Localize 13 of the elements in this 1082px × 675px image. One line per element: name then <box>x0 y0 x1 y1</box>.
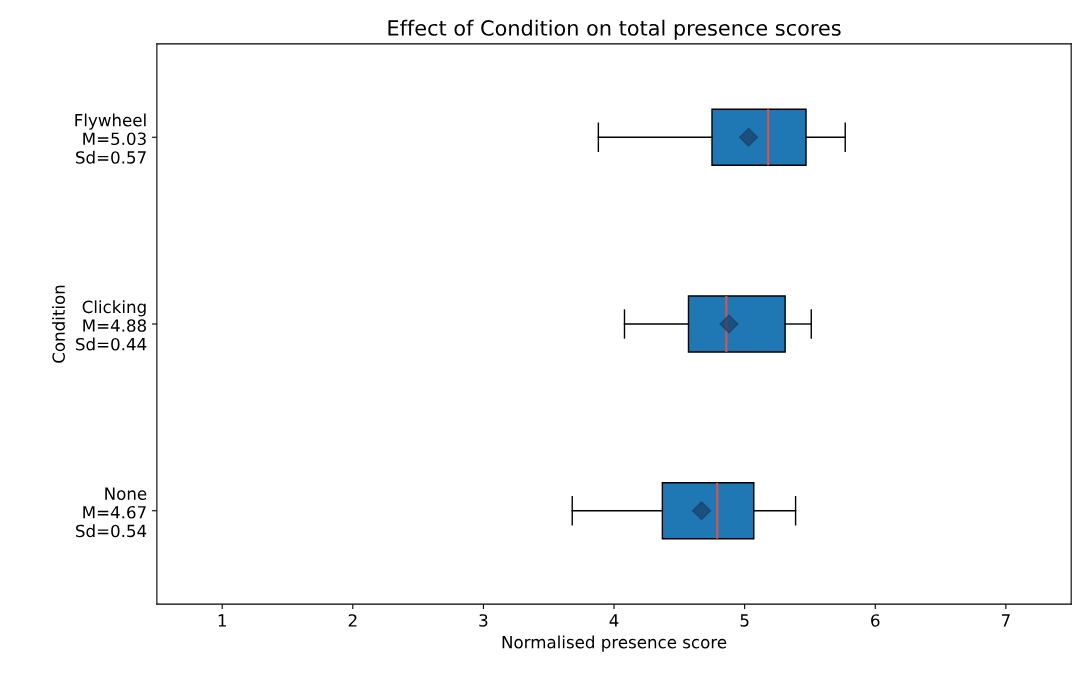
y-tick-label: None M=4.67 Sd=0.54 <box>76 487 147 538</box>
chart-title: Effect of Condition on total presence scores <box>388 19 841 40</box>
x-axis-title: Normalised presence score <box>502 635 727 652</box>
x-tick-label: 5 <box>740 614 749 627</box>
y-axis-title: Condition <box>52 285 65 363</box>
x-tick-label: 3 <box>479 614 488 627</box>
y-tick-label: Clicking M=4.88 Sd=0.44 <box>76 300 147 351</box>
x-tick-label: 6 <box>871 614 880 627</box>
x-tick-label: 7 <box>1001 614 1010 627</box>
x-tick-label: 1 <box>218 614 226 627</box>
x-tick-label: 4 <box>609 614 619 627</box>
y-tick-label: Flywheel M=5.03 Sd=0.57 <box>75 113 146 164</box>
x-tick-label: 2 <box>348 614 357 627</box>
